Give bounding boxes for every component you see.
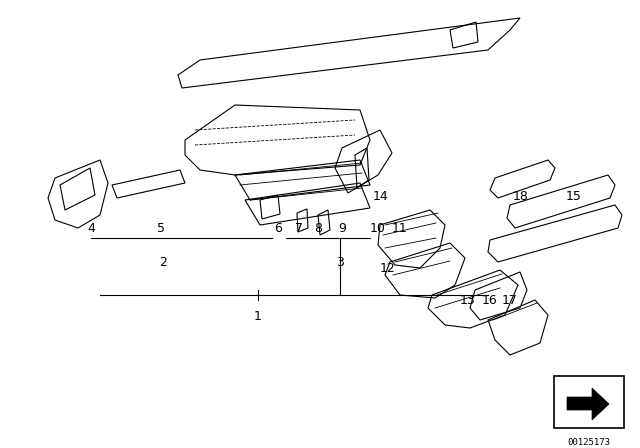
Polygon shape: [567, 388, 609, 420]
Text: 00125173: 00125173: [568, 438, 611, 447]
Text: 17: 17: [502, 293, 518, 306]
Text: 8: 8: [314, 221, 322, 234]
Text: 15: 15: [566, 190, 582, 202]
Bar: [554, 376, 624, 428]
Text: 2: 2: [159, 257, 167, 270]
Text: 4: 4: [87, 221, 95, 234]
Text: 10: 10: [370, 221, 386, 234]
Text: 9: 9: [338, 221, 346, 234]
Text: 18: 18: [513, 190, 529, 202]
Text: 13: 13: [460, 293, 476, 306]
Text: 1: 1: [254, 310, 262, 323]
Text: 6: 6: [274, 221, 282, 234]
Text: 14: 14: [373, 190, 389, 202]
Text: 12: 12: [380, 262, 396, 275]
Text: 5: 5: [157, 221, 165, 234]
Text: 7: 7: [295, 221, 303, 234]
Text: 3: 3: [336, 257, 344, 270]
Text: 11: 11: [392, 221, 408, 234]
Text: 16: 16: [482, 293, 498, 306]
